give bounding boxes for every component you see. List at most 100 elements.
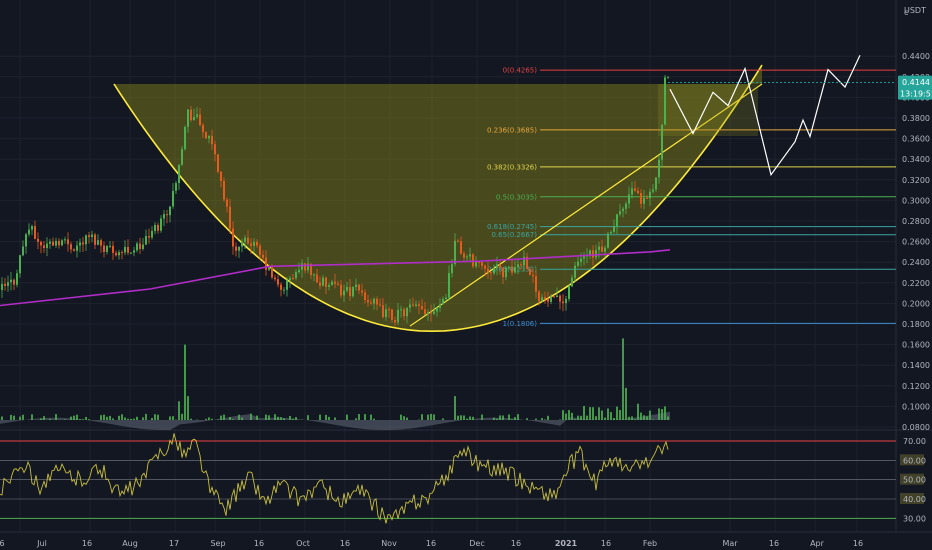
candle-body (427, 312, 429, 315)
time-axis-tick: Apr (810, 539, 825, 548)
candle-body (46, 243, 48, 248)
volume-ma-area (0, 411, 670, 430)
candle-body (13, 279, 15, 285)
volume-bar (100, 415, 102, 420)
volume-bar (604, 417, 606, 420)
volume-bar (13, 415, 15, 420)
time-axis-tick: 16 (853, 539, 863, 548)
candle-body (490, 272, 492, 274)
volume-bar (19, 416, 21, 420)
volume-bar (640, 412, 642, 420)
candle-body (553, 296, 555, 298)
time-axis-tick: Feb (643, 539, 657, 548)
candle-body (631, 188, 633, 195)
volume-bar (82, 419, 84, 420)
time-axis-tick: Oct (296, 539, 310, 548)
candle-body (298, 269, 300, 273)
candle-body (319, 282, 321, 286)
candle-body (133, 250, 135, 253)
candle-body (283, 289, 285, 291)
volume-bar (649, 410, 651, 420)
cup-pattern-fill (114, 65, 762, 332)
candle-body (412, 304, 414, 306)
rsi-line (0, 433, 669, 524)
candle-body (190, 109, 192, 121)
candle-body (370, 302, 372, 304)
candle-body (484, 265, 486, 269)
candle-body (103, 245, 105, 252)
candle-body (445, 297, 447, 299)
price-axis-tick: 0.4400 (902, 52, 930, 61)
candle-body (49, 241, 51, 244)
candle-body (184, 127, 186, 150)
volume-bar (283, 418, 285, 420)
candle-body (304, 263, 306, 271)
candle-body (568, 286, 570, 299)
volume-bar (10, 414, 12, 420)
candle-body (22, 246, 24, 256)
volume-bar (280, 417, 282, 420)
candle-body (265, 257, 267, 270)
volume-bar (493, 417, 495, 420)
candle-body (628, 194, 630, 204)
volume-bar (433, 414, 435, 420)
candle-body (538, 291, 540, 302)
volume-bar (169, 416, 171, 420)
volume-bar (211, 418, 213, 420)
candle-body (577, 261, 579, 266)
candle-body (463, 253, 465, 258)
volume-bar (178, 401, 180, 421)
candle-body (514, 267, 516, 273)
volume-bar (85, 417, 87, 420)
candle-body (220, 171, 222, 181)
candle-body (379, 304, 381, 306)
candle-body (511, 266, 513, 273)
candle-body (301, 263, 303, 270)
volume-bar (319, 414, 321, 420)
candle-body (124, 246, 126, 253)
candle-body (199, 114, 201, 126)
volume-bar (325, 414, 327, 420)
volume-bar (562, 410, 564, 420)
volume-bar (568, 410, 570, 420)
candle-body (598, 246, 600, 251)
candles (1, 75, 669, 327)
candle-body (76, 245, 78, 251)
candle-body (256, 242, 258, 246)
candle-body (346, 286, 348, 291)
volume-bar (55, 414, 57, 420)
candle-body (547, 298, 549, 302)
candle-body (622, 208, 624, 212)
candle-body (286, 280, 288, 290)
candle-body (532, 274, 534, 276)
price-axis-tick: 0.1000 (902, 402, 930, 411)
volume-bar (124, 417, 126, 420)
volume-bar (250, 413, 252, 420)
candle-body (19, 255, 21, 274)
rsi-axis-tick: 70.00 (903, 437, 926, 446)
candle-body (592, 250, 594, 258)
volume-bar (307, 415, 309, 420)
volume-bar (76, 414, 78, 420)
time-axis-tick: 17 (169, 539, 179, 548)
candle-body (187, 109, 189, 127)
candle-body (661, 124, 663, 160)
rsi-pane (0, 433, 896, 524)
candle-body (556, 295, 558, 298)
candle-body (355, 284, 357, 287)
candle-body (442, 299, 444, 305)
candle-body (502, 267, 504, 277)
candle-body (151, 231, 153, 238)
volume-bar (406, 417, 408, 420)
volume-bar (598, 407, 600, 420)
volume-bar (145, 413, 147, 420)
volume-bar (466, 418, 468, 420)
volume-bar (268, 415, 270, 420)
candle-body (166, 214, 168, 216)
candle-body (259, 245, 261, 255)
settings-c-icon[interactable]: c (904, 8, 908, 17)
candle-body (211, 135, 213, 145)
volume-bar (622, 338, 624, 420)
candle-body (475, 262, 477, 267)
